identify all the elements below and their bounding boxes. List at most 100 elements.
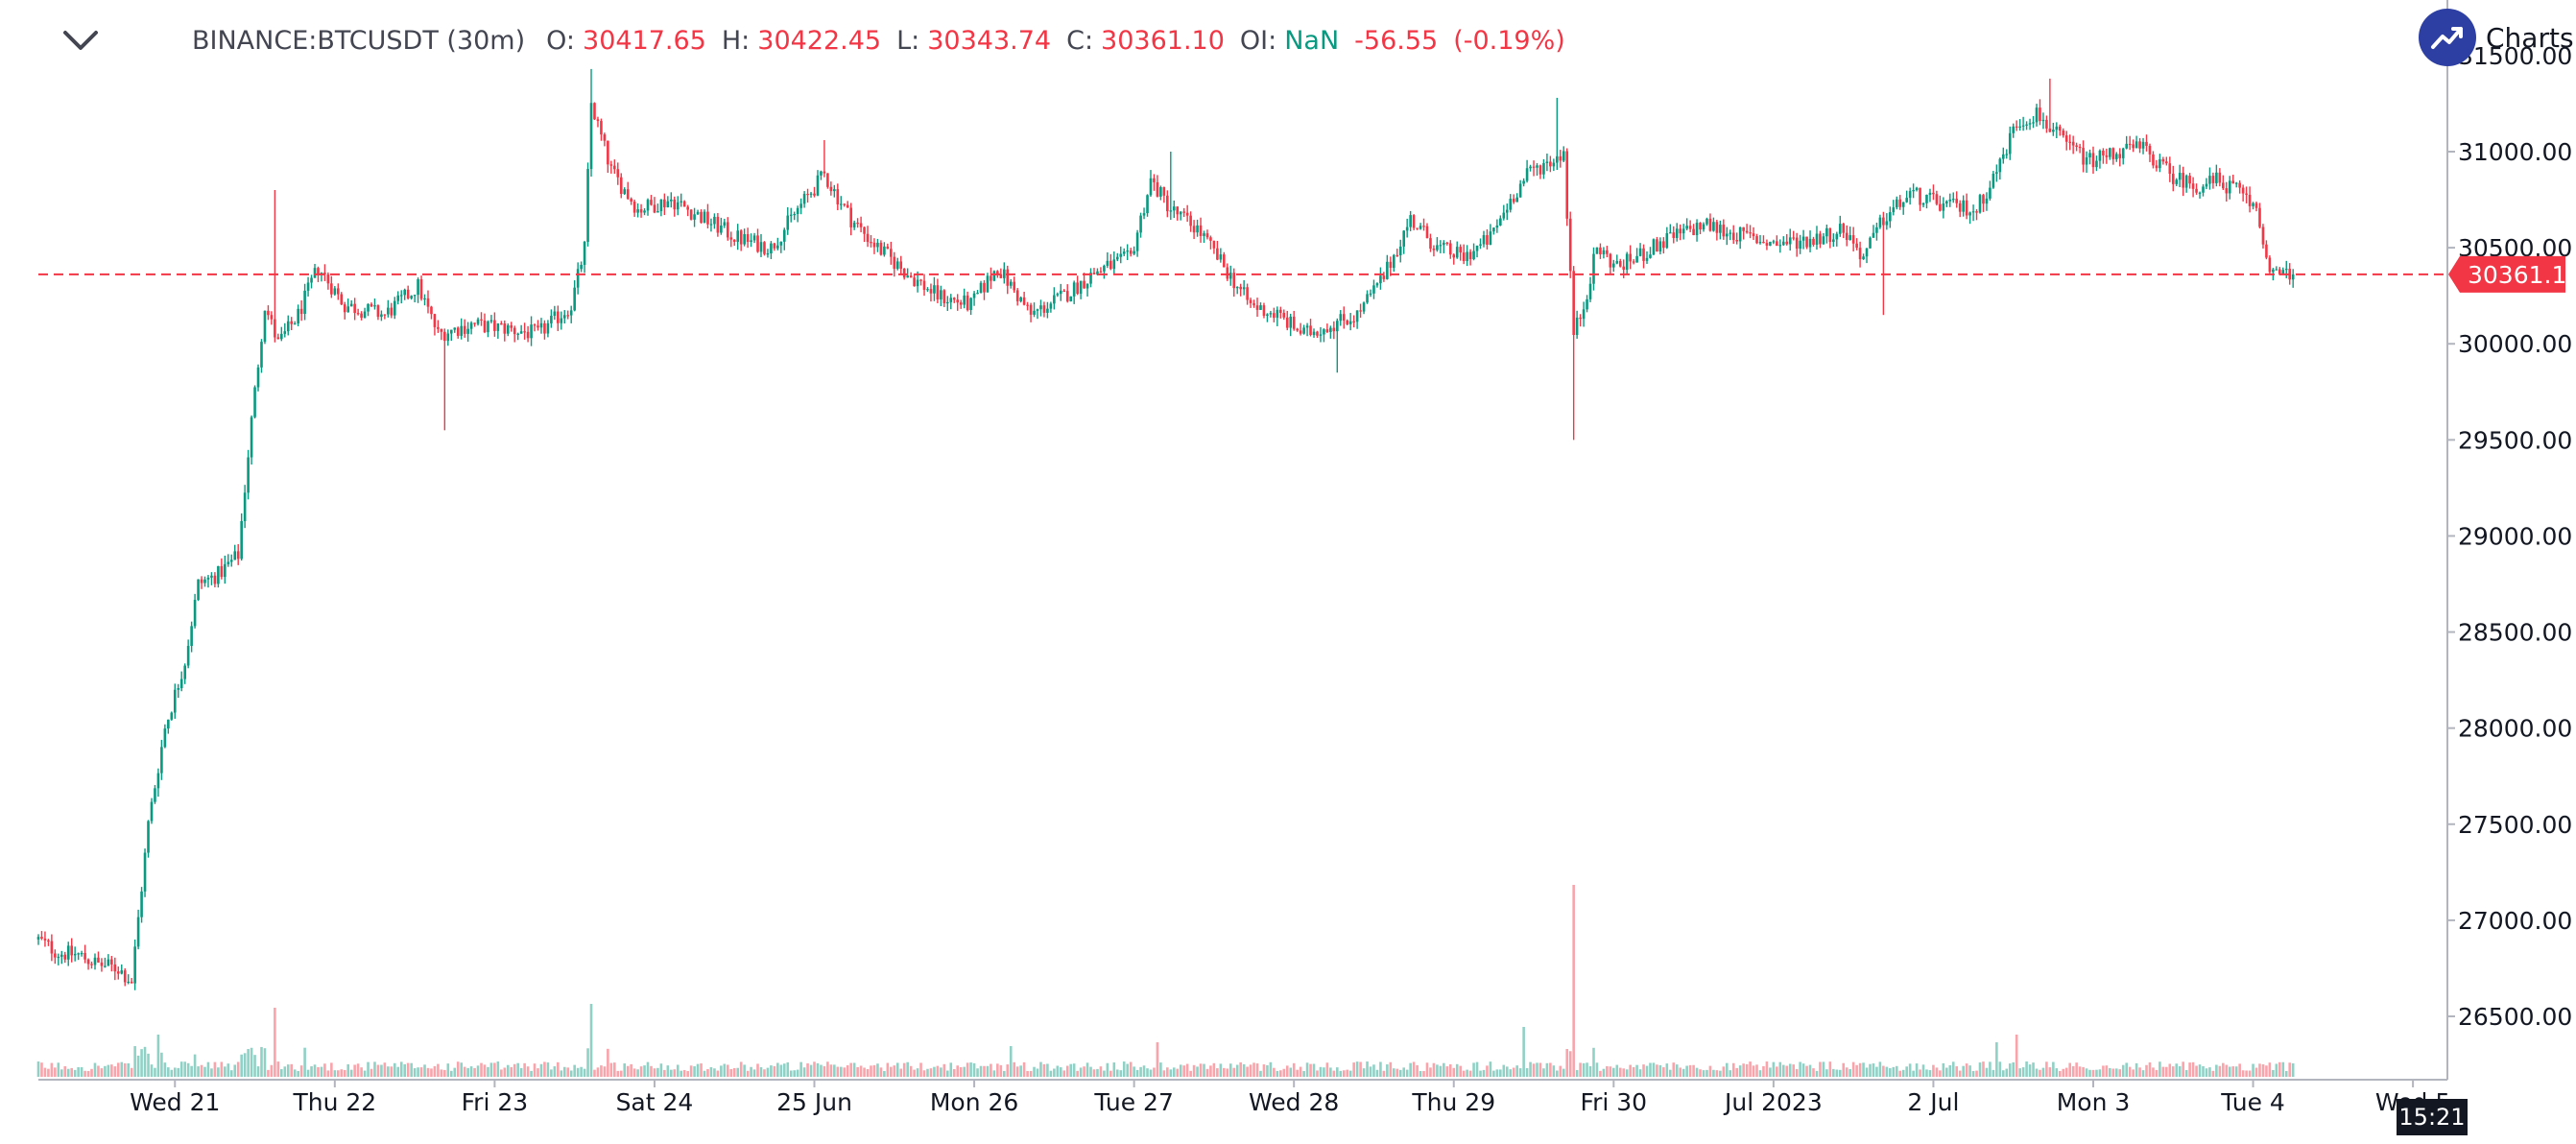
candle-body [623,189,627,195]
candle [1822,232,1825,245]
time-axis[interactable]: Wed 21 Thu 22 Fri 23 Sat 24 25 Jun Mon 26 Tue … [130,1080,2450,1116]
candle-body [1665,233,1669,249]
candle-body [1239,286,1242,290]
volume-bar [1013,1061,1016,1077]
volume-bar [2248,1070,2252,1077]
volume-bar [942,1063,946,1077]
volume-bar [323,1063,326,1077]
candle-body [463,325,466,334]
volume-bar [946,1070,949,1077]
plot-area[interactable] [38,0,2447,1080]
candle [1765,239,1769,250]
symbol-title[interactable]: BINANCE:BTCUSDT (30m) [192,25,526,56]
volume-bar [743,1064,746,1077]
candle [330,275,333,298]
volume-bar [107,1064,110,1077]
candle [1828,227,1832,249]
candle [1615,254,1619,265]
volume-bar [1892,1066,1896,1077]
candle-body [1556,155,1559,163]
candle [2002,147,2005,164]
candle-body [926,289,929,291]
candle [650,195,653,206]
candle-body [496,323,500,331]
volume-bar [1185,1063,1189,1077]
candle [2075,142,2078,152]
volume-bar [54,1067,57,1077]
candle-body [2058,126,2062,131]
volume-bar [723,1063,727,1077]
volume-bar [793,1070,796,1077]
candle-body [2291,274,2295,280]
candle [293,321,297,325]
volume-bar [2208,1067,2211,1077]
candle-body [2198,192,2202,194]
candle [1133,246,1135,255]
candle [1808,230,1812,252]
volume-bar [1122,1061,1126,1077]
volume-bar [466,1067,469,1077]
candle [1958,200,1962,218]
price-axis[interactable]: 26500.0027000.0027500.0028000.0028500.00… [2447,0,2572,1031]
candle-body [2028,123,2032,125]
candle [393,297,396,320]
candle-body [160,747,163,774]
candle-body [972,293,976,298]
candle-body [1372,285,1375,294]
candle [90,961,93,969]
x-tick-label: 25 Jun [776,1088,852,1116]
volume-bar [2152,1067,2155,1077]
candle [843,203,847,207]
volume-bar [2095,1069,2098,1077]
candle [510,322,513,332]
candle [496,322,500,339]
volume-bar [496,1061,500,1077]
candle [1049,301,1053,313]
candle-body [2088,153,2091,158]
volume-bar [2202,1065,2205,1077]
candle-body [2048,128,2052,132]
candle [1129,248,1133,257]
volume-bar [589,1004,593,1077]
candle-body [1299,330,1302,334]
brand-logo[interactable]: Charts [2419,8,2574,67]
candle-body [573,287,576,311]
candle [700,209,703,224]
candle [443,328,446,431]
candle-body [1392,254,1395,269]
volume-bar [530,1070,533,1077]
candle [57,953,60,965]
volume-bar [696,1063,700,1077]
volume-bar [1166,1067,1169,1077]
candle-body [1562,151,1565,161]
candle-body [856,223,859,225]
volume-bar [1702,1070,1705,1077]
candle [489,315,493,323]
candle-body [2225,188,2229,194]
candle [956,294,960,311]
volume-bar [2039,1069,2041,1077]
candle-body [1965,200,1968,216]
candle [1982,193,1985,212]
candle [297,304,299,326]
candle [66,941,70,966]
candle-body [1452,254,1456,258]
chevron-down-icon[interactable] [54,17,107,63]
candle [1092,268,1096,275]
candle-body [876,242,879,248]
candle-body [1269,313,1273,315]
candle [1965,193,1968,220]
candle [859,216,863,233]
volume-bar [779,1064,783,1077]
candle-body [2135,141,2138,149]
candle-body [902,268,906,278]
volume-bar [1955,1066,1959,1077]
candle-body [443,331,446,342]
candle [466,322,469,343]
candle [836,183,840,211]
candle-body [1928,192,1932,196]
candle-body [1851,235,1855,244]
candle [500,321,503,325]
candle [966,291,969,312]
